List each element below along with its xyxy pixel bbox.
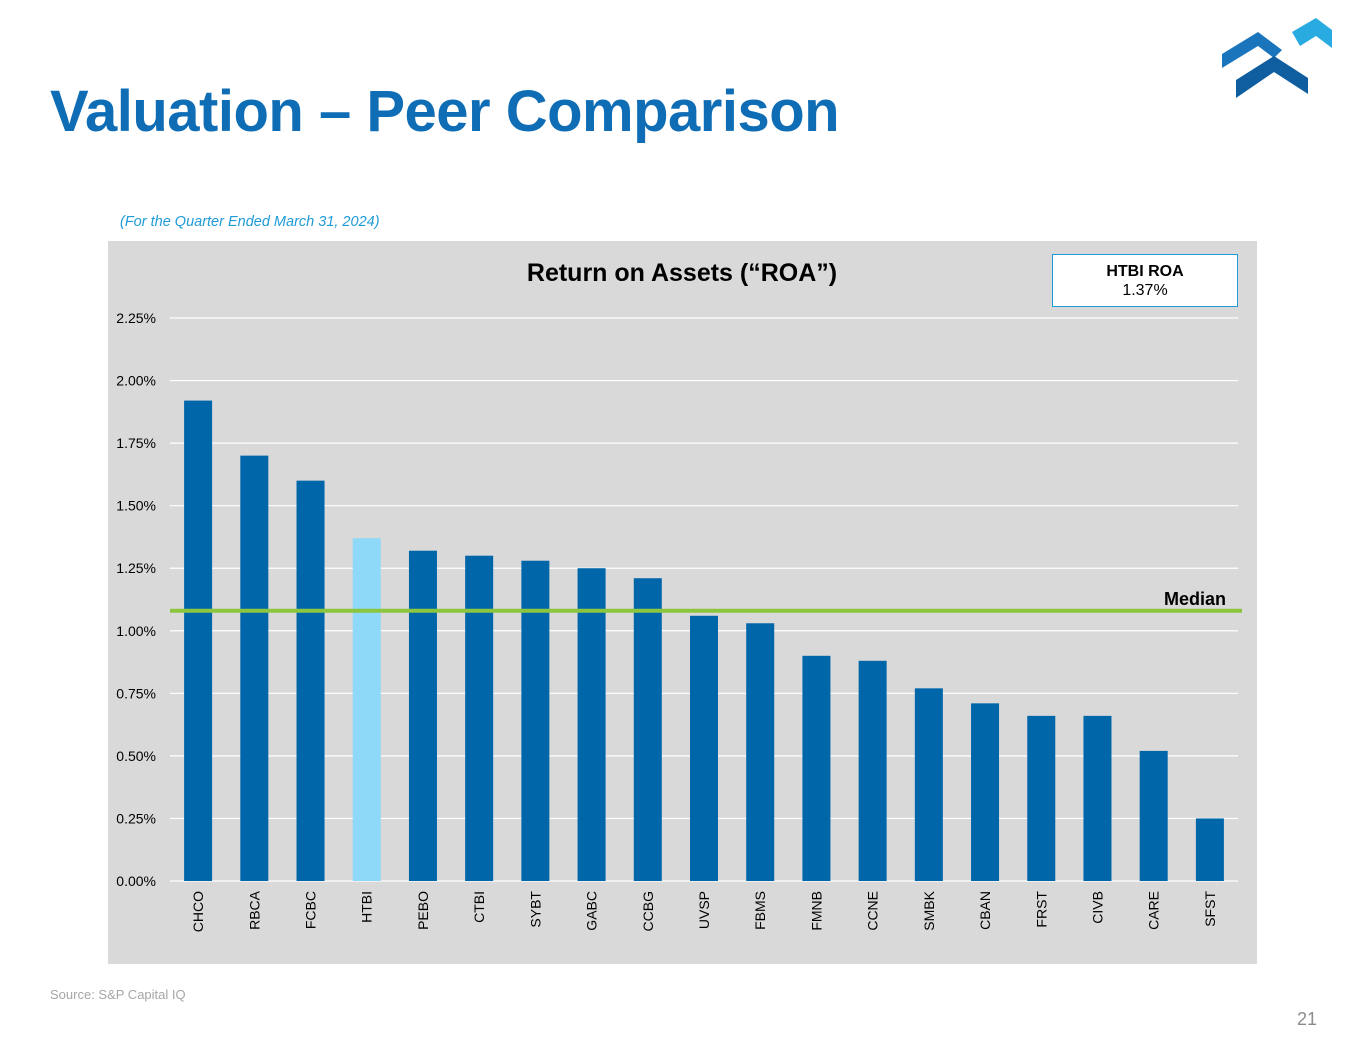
category-label: UVSP (696, 891, 712, 929)
bar-ccbg (633, 578, 662, 881)
y-axis-tick-labels: 0.00% 0.25% 0.50% 0.75% 1.00% 1.25% 1.50% 1.75%… (116, 310, 156, 889)
slide-title: Valuation – Peer Comparison (50, 79, 840, 144)
logo-mark-bottom (1236, 56, 1308, 98)
category-label: CCBG (640, 891, 656, 931)
category-label: SFST (1202, 891, 1218, 927)
callout-value: 1.37% (1122, 282, 1168, 299)
bar-fmnb (802, 655, 831, 881)
category-label: SYBT (527, 891, 543, 928)
bar-rbca (240, 455, 269, 881)
roa-bar-chart: Median 0.00% 0.25% 0.50% 0.75% 1.00% 1.25% 1.5… (116, 259, 1242, 932)
category-label: RBCA (246, 890, 262, 930)
bar-fbms (746, 623, 775, 881)
category-label: HTBI (359, 891, 375, 923)
bar-civb (1083, 715, 1112, 881)
category-label: FCBC (303, 891, 319, 929)
bar-smbk (914, 688, 943, 881)
bar-frst (1027, 715, 1056, 881)
category-label: CTBI (471, 891, 487, 923)
category-label: FRST (1033, 891, 1049, 928)
bar-ccne (858, 660, 887, 881)
bar-sfst (1195, 818, 1224, 881)
y-tick-label: 1.50% (116, 498, 156, 514)
y-tick-label: 1.00% (116, 623, 156, 639)
source-note: Source: S&P Capital IQ (50, 987, 186, 1002)
bar-htbi (352, 538, 381, 881)
category-label: PEBO (415, 891, 431, 930)
logo-mark-right (1292, 18, 1332, 48)
y-tick-label: 2.00% (116, 373, 156, 389)
category-label: FMNB (808, 891, 824, 931)
median-label: Median (1164, 589, 1226, 609)
bars (184, 400, 1224, 881)
bar-uvsp (690, 615, 718, 881)
bar-pebo (408, 550, 437, 881)
y-tick-label: 0.75% (116, 685, 156, 701)
y-tick-label: 1.75% (116, 435, 156, 451)
category-label: CARE (1146, 891, 1162, 930)
bar-care (1139, 750, 1168, 881)
bar-chco (184, 400, 213, 881)
chart-panel: Median 0.00% 0.25% 0.50% 0.75% 1.00% 1.25% 1.5… (108, 241, 1257, 964)
chart-title: Return on Assets (“ROA”) (527, 259, 837, 287)
company-logo (1222, 18, 1332, 98)
bar-cban (971, 703, 1000, 881)
callout-title: HTBI ROA (1106, 263, 1184, 280)
htbi-roa-callout: HTBI ROA 1.37% (1052, 254, 1238, 307)
bar-ctbi (465, 555, 494, 881)
y-tick-label: 0.50% (116, 748, 156, 764)
y-tick-label: 0.00% (116, 873, 156, 889)
bar-sybt (521, 560, 550, 881)
x-axis-category-labels: CHCO RBCA FCBC HTBI PEBO CTBI SYBT GABC CCBG UVSP… (190, 890, 1218, 932)
gridlines (170, 317, 1238, 882)
category-label: CIVB (1089, 891, 1105, 924)
category-label: GABC (584, 891, 600, 931)
category-label: CCNE (865, 891, 881, 931)
category-label: CBAN (977, 891, 993, 930)
bar-gabc (577, 568, 606, 881)
category-label: FBMS (752, 891, 768, 930)
y-tick-label: 2.25% (116, 310, 156, 326)
chart-subtitle: (For the Quarter Ended March 31, 2024) (120, 214, 380, 230)
y-tick-label: 0.25% (116, 810, 156, 826)
category-label: CHCO (190, 891, 206, 932)
category-label: SMBK (921, 890, 937, 930)
y-tick-label: 1.25% (116, 560, 156, 576)
logo-mark-left (1222, 32, 1282, 68)
bar-fcbc (296, 480, 325, 881)
page-number: 21 (1297, 1009, 1318, 1029)
